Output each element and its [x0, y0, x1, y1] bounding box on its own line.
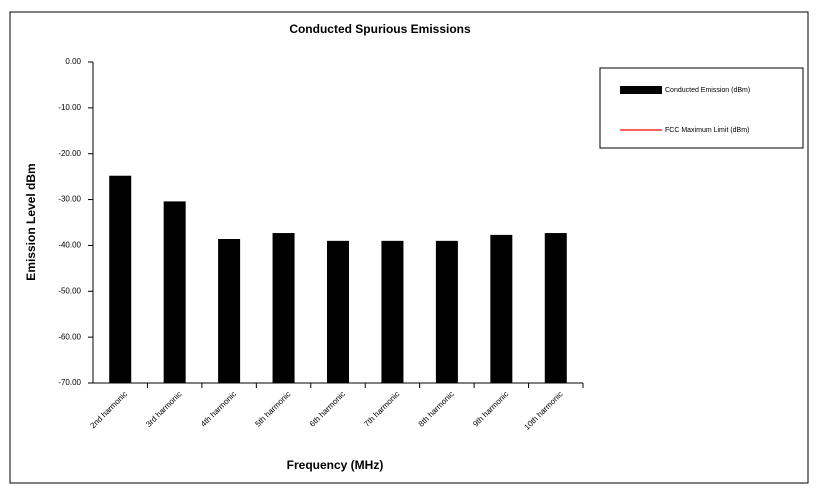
- y-tick-label: -50.00: [58, 286, 81, 295]
- y-tick-label: -70.00: [58, 378, 81, 387]
- y-tick-label: -30.00: [58, 195, 81, 204]
- x-axis-label: Frequency (MHz): [287, 458, 384, 472]
- legend-box: [599, 67, 804, 149]
- y-axis-label: Emission Level dBm: [24, 163, 38, 280]
- legend-swatch: [620, 86, 662, 94]
- bar: [109, 175, 132, 383]
- y-tick-label: -20.00: [58, 149, 81, 158]
- bar: [490, 234, 513, 383]
- legend-label: FCC Maximum Limit (dBm): [665, 127, 749, 134]
- y-tick-label: -60.00: [58, 332, 81, 341]
- bar: [163, 201, 186, 383]
- y-tick-label: 0.00: [65, 57, 81, 66]
- bar: [435, 240, 458, 383]
- bar: [327, 240, 349, 383]
- chart-title: Conducted Spurious Emissions: [289, 22, 471, 36]
- legend-label: Conducted Emission (dBm): [665, 87, 750, 94]
- bar: [381, 240, 404, 383]
- bar: [272, 233, 295, 383]
- bar: [218, 239, 241, 383]
- bar: [544, 233, 567, 383]
- y-tick-label: -40.00: [58, 241, 81, 250]
- y-tick-label: -10.00: [58, 103, 81, 112]
